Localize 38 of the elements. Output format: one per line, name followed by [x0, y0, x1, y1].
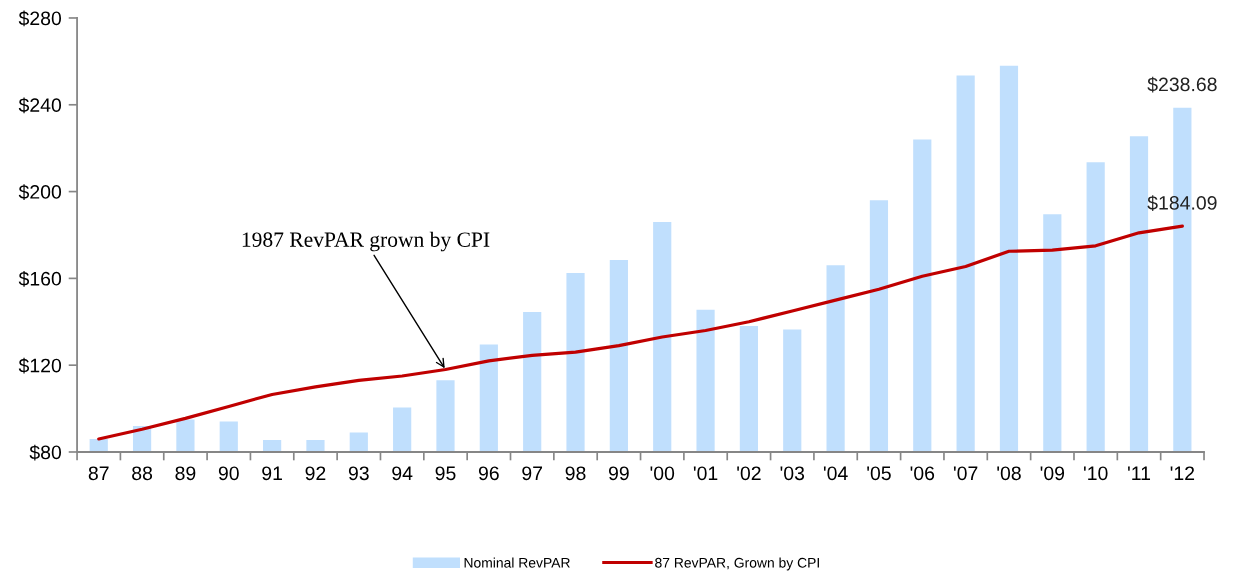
x-tick-label: 90	[218, 466, 239, 481]
x-tick-label: 92	[305, 466, 326, 481]
x-tick-label: '10	[1083, 466, 1108, 481]
x-tick-label: 89	[175, 466, 196, 481]
x-tick-label: '07	[953, 466, 978, 481]
x-tick-label: 88	[132, 466, 153, 481]
x-tick-label: 94	[392, 466, 413, 481]
line-series	[97, 224, 1184, 441]
x-tick-label: 95	[435, 466, 456, 481]
x-tick-label: 93	[348, 466, 369, 481]
x-tick-label: '08	[997, 466, 1021, 481]
x-tick-label: '12	[1170, 466, 1195, 480]
y-tick-label: $280	[18, 10, 62, 27]
x-tick-label: 97	[522, 466, 543, 481]
y-tick-label: $120	[18, 357, 62, 374]
x-tick-label: '04	[823, 466, 848, 481]
x-tick-label: '11	[1128, 466, 1151, 480]
legend-label: 87 RevPAR, Grown by CPI	[655, 557, 819, 571]
x-tick-label: 98	[565, 466, 586, 481]
x-tick-label: '02	[737, 466, 761, 481]
x-tick-label: '00	[650, 466, 675, 481]
x-tick-label: '09	[1040, 466, 1065, 481]
x-tick-label: '06	[910, 466, 935, 481]
y-tick-label: $240	[18, 97, 62, 114]
y-tick-label: $160	[18, 271, 62, 287]
x-tick-label: 96	[478, 466, 499, 481]
x-tick-label: '03	[780, 466, 805, 481]
x-tick-label: 91	[262, 466, 282, 481]
data-label: $184.09	[1147, 195, 1217, 211]
legend-label: Nominal RevPAR	[464, 557, 570, 568]
y-tick-label: $200	[18, 184, 62, 200]
x-tick-label: 99	[608, 466, 629, 481]
annotation: 1987 RevPAR grown by CPI	[242, 231, 490, 252]
x-tick-label: '01	[693, 466, 718, 481]
y-tick-label: $80	[29, 444, 62, 461]
data-label: $238.68	[1147, 76, 1217, 93]
x-tick-label: '05	[867, 466, 891, 481]
x-tick-label: 87	[88, 466, 109, 481]
